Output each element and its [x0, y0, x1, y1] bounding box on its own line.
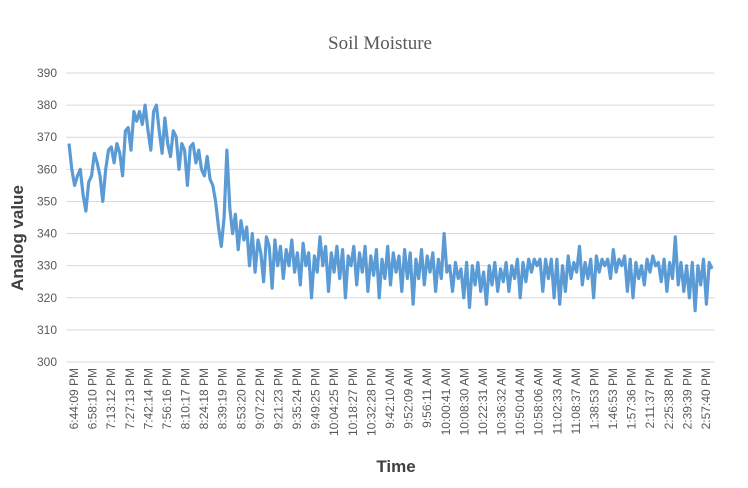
- x-tick-label: 2:57:40 PM: [699, 368, 713, 429]
- x-tick-label: 9:56:11 AM: [420, 368, 434, 428]
- x-tick-label: 7:42:14 PM: [141, 368, 155, 429]
- x-tick-label: 7:13:12 PM: [104, 368, 118, 429]
- x-tick-label: 2:25:38 PM: [662, 368, 676, 429]
- x-tick-label: 9:07:22 PM: [253, 368, 267, 429]
- x-tick-label: 6:44:09 PM: [67, 368, 81, 429]
- x-tick-label: 10:00:41 AM: [439, 368, 453, 435]
- chart-title: Soil Moisture: [328, 33, 432, 54]
- x-tick-label: 10:50:04 AM: [513, 368, 527, 435]
- x-tick-label: 2:39:39 PM: [680, 368, 694, 429]
- x-tick-label: 8:53:20 PM: [234, 368, 248, 429]
- y-tick-label: 350: [37, 194, 57, 208]
- x-tick-label: 2:11:37 PM: [643, 368, 657, 428]
- x-tick-label: 9:42:10 AM: [383, 368, 397, 429]
- x-tick-label: 9:35:24 PM: [290, 368, 304, 429]
- y-axis-ticks: 300 310 320 330 340 350 360 370 380 390: [37, 66, 57, 369]
- x-tick-label: 10:36:32 AM: [495, 368, 509, 435]
- x-tick-label: 8:39:19 PM: [216, 368, 230, 429]
- x-tick-label: 8:10:17 PM: [179, 368, 193, 429]
- x-tick-label: 8:24:18 PM: [197, 368, 211, 429]
- x-tick-label: 6:58:10 PM: [86, 368, 100, 429]
- y-tick-label: 300: [37, 355, 57, 369]
- x-tick-label: 10:32:28 PM: [364, 368, 378, 436]
- x-tick-label: 9:21:23 PM: [271, 368, 285, 429]
- y-axis-label: Analog value: [8, 185, 27, 291]
- y-tick-label: 310: [37, 323, 57, 337]
- y-tick-label: 330: [37, 259, 57, 273]
- x-tick-label: 11:08:37 AM: [569, 368, 583, 435]
- gridlines: [66, 72, 714, 363]
- x-tick-label: 10:22:31 AM: [476, 368, 490, 435]
- x-tick-label: 9:52:09 AM: [402, 368, 416, 429]
- y-tick-label: 390: [37, 66, 57, 80]
- x-tick-label: 1:46:53 PM: [606, 368, 620, 429]
- x-tick-label: 1:38:53 PM: [587, 368, 601, 429]
- x-tick-label: 10:04:25 PM: [327, 368, 341, 436]
- x-tick-label: 10:18:27 PM: [346, 368, 360, 436]
- x-tick-label: 10:58:06 AM: [532, 368, 546, 435]
- x-axis-ticks: 6:44:09 PM 6:58:10 PM 7:13:12 PM 7:27:13 PM…: [67, 368, 713, 436]
- y-tick-label: 380: [37, 98, 57, 112]
- y-tick-label: 340: [37, 227, 57, 241]
- x-tick-label: 7:56:16 PM: [160, 368, 174, 429]
- x-tick-label: 10:08:30 AM: [457, 368, 471, 435]
- y-tick-label: 370: [37, 130, 57, 144]
- y-tick-label: 320: [37, 291, 57, 305]
- x-axis-label: Time: [376, 457, 415, 476]
- x-tick-label: 1:57:36 PM: [625, 368, 639, 429]
- series-line-soil-moisture: [67, 103, 714, 313]
- x-tick-label: 7:27:13 PM: [123, 368, 137, 429]
- y-tick-label: 360: [37, 162, 57, 176]
- x-tick-label: 9:49:25 PM: [309, 368, 323, 429]
- x-tick-label: 11:02:33 AM: [550, 368, 564, 435]
